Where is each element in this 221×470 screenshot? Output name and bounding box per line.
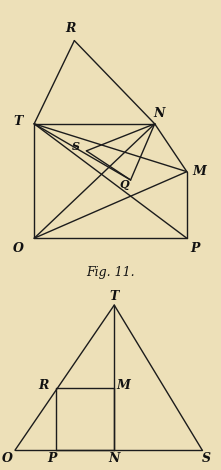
Text: P: P bbox=[190, 242, 200, 255]
Text: T: T bbox=[13, 115, 23, 128]
Text: S: S bbox=[72, 141, 80, 152]
Text: N: N bbox=[153, 107, 164, 120]
Text: T: T bbox=[110, 290, 119, 303]
Text: M: M bbox=[117, 379, 131, 392]
Text: R: R bbox=[38, 379, 48, 392]
Text: N: N bbox=[109, 452, 120, 465]
Text: Fig. 11.: Fig. 11. bbox=[86, 266, 135, 279]
Text: P: P bbox=[48, 452, 57, 465]
Text: R: R bbox=[65, 22, 76, 35]
Text: O: O bbox=[13, 242, 23, 255]
Text: Q: Q bbox=[120, 179, 130, 190]
Text: S: S bbox=[202, 452, 211, 465]
Text: O: O bbox=[2, 452, 13, 465]
Text: M: M bbox=[192, 165, 206, 178]
